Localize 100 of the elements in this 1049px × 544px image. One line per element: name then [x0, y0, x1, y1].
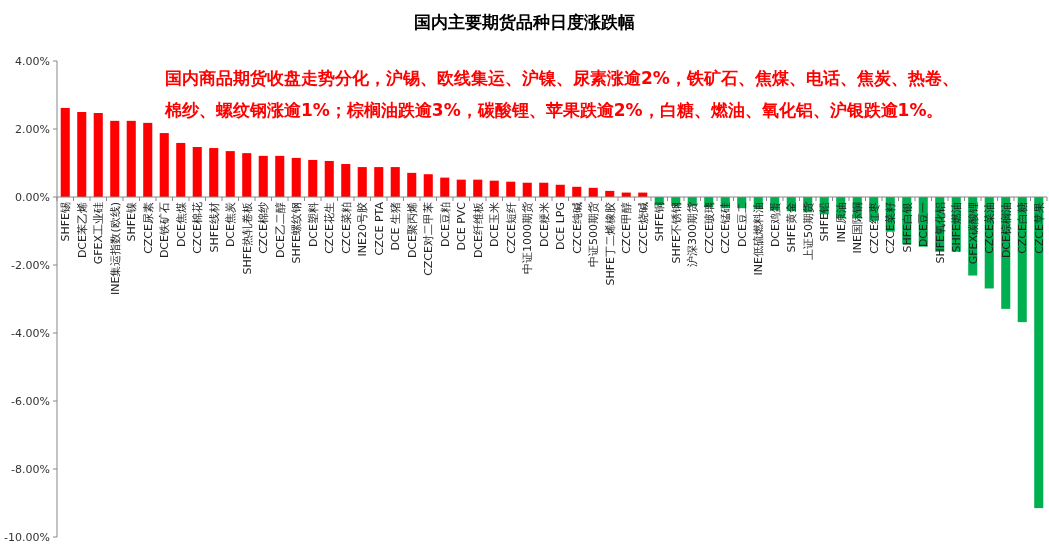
x-tick-label: SHFE黄金 [785, 202, 799, 253]
y-tick-label: -4.00% [11, 327, 50, 340]
x-tick-label: DCE PVC [455, 201, 469, 251]
y-tick-label: 4.00% [15, 55, 50, 68]
x-tick-label: CZCE短纤 [504, 202, 518, 254]
x-tick-label: SHFE丁二烯橡胶 [603, 202, 617, 286]
x-tick-label: SHFE燃油 [950, 202, 964, 253]
chart-title: 国内主要期货品种日度涨跌幅 [414, 12, 635, 32]
bar [143, 122, 153, 197]
bar [192, 147, 202, 197]
x-tick-label: DCE鸡蛋 [768, 202, 782, 248]
x-tick-label: CZCE锰硅 [719, 202, 733, 254]
x-tick-label: SHFE白银 [900, 202, 914, 253]
x-tick-label: CZCE甲醇 [620, 202, 634, 254]
bar [539, 182, 549, 197]
bar [473, 179, 483, 197]
x-tick-label: CZCE花生 [323, 202, 337, 254]
bar [258, 155, 268, 197]
x-tick-label: SHFE热轧卷板 [240, 202, 254, 275]
x-tick-label: GFEX碳酸锂 [966, 202, 980, 265]
bar [407, 172, 417, 197]
x-tick-label: DCE苯乙烯 [75, 202, 89, 259]
x-tick-label: SHFE线材 [207, 202, 221, 253]
x-tick-label: DCE铁矿石 [158, 202, 172, 259]
bar [225, 151, 235, 197]
x-tick-label: CZCE纯碱 [570, 202, 584, 254]
x-tick-label: CZCE棉纱 [257, 202, 271, 254]
bar [176, 142, 186, 197]
x-tick-label: DCE玉米 [488, 202, 502, 248]
x-tick-label: SHFE螺纹钢 [290, 202, 304, 264]
x-tick-label: INE集运指数(欧线) [108, 202, 122, 296]
x-tick-label: 中证500期货 [587, 202, 601, 267]
bar [522, 182, 532, 197]
x-tick-label: CZCE玻璃 [702, 202, 716, 254]
x-tick-label: DCE豆粕 [438, 202, 452, 248]
x-tick-label: SHFE锡 [59, 202, 73, 242]
x-tick-label: DCE棕榈油 [999, 202, 1013, 259]
y-tick-label: 0.00% [15, 191, 50, 204]
y-tick-label: 2.00% [15, 123, 50, 136]
x-tick-label: CZCE烧碱 [636, 202, 650, 254]
x-tick-label: CZCE PTA [372, 201, 386, 256]
x-tick-label: DCE焦炭 [224, 202, 238, 248]
x-tick-label: SHFE镍 [125, 202, 139, 242]
x-tick-label: DCE塑料 [306, 202, 320, 248]
y-tick-label: -8.00% [11, 463, 50, 476]
bar [93, 113, 103, 197]
x-tick-label: SHFE氧化铝 [933, 202, 947, 264]
bar [209, 148, 219, 197]
x-tick-label: INE低硫燃料油 [752, 202, 766, 276]
x-tick-label: INE国际铜 [851, 202, 865, 254]
x-tick-label: SHFE不锈钢 [669, 202, 683, 264]
x-tick-label: INE20号胶 [356, 202, 370, 257]
x-tick-label: DCE聚丙烯 [405, 202, 419, 259]
bar [159, 133, 169, 197]
bar [60, 107, 70, 197]
annotation: 国内商品期货收盘走势分化，沪锡、欧线集运、沪镍、尿素涨逾2%，铁矿石、焦煤、电话、焦炭、热卷、 [165, 68, 959, 88]
x-tick-label: CZCE菜油 [983, 202, 997, 254]
x-tick-label: 中证1000期货 [521, 202, 535, 274]
bar [440, 177, 450, 197]
x-tick-label: DCE 生猪 [389, 202, 403, 251]
bar [489, 180, 499, 197]
x-tick-label: DCE豆一 [917, 202, 931, 248]
bar [506, 181, 516, 197]
x-tick-label: CZCE红枣 [867, 202, 881, 254]
y-tick-label: -2.00% [11, 259, 50, 272]
bar [390, 167, 400, 197]
bar [275, 155, 285, 197]
bar [308, 159, 318, 197]
x-tick-label: DCE焦煤 [174, 202, 188, 248]
x-tick-label: CZCE白糖 [1016, 202, 1030, 254]
x-tick-label: DCE豆二 [735, 202, 749, 248]
x-tick-label: CZCE菜粕 [339, 202, 353, 254]
y-tick-label: -10.00% [4, 531, 50, 544]
bar [126, 120, 136, 197]
bar [77, 112, 87, 197]
x-tick-label: CZCE尿素 [141, 202, 155, 254]
bar [291, 157, 301, 197]
x-tick-label: GFEX工业硅 [92, 202, 106, 265]
x-tick-label: SHFE铅 [818, 202, 832, 242]
x-tick-label: CZCE菜籽 [884, 202, 898, 254]
bar [423, 174, 433, 197]
x-tick-label: CZCE苹果 [1032, 202, 1046, 254]
bar [341, 164, 351, 197]
x-tick-label: 沪深300期货 [686, 202, 700, 267]
x-tick-label: DCE粳米 [537, 202, 551, 248]
x-tick-label: INE原油 [834, 202, 848, 243]
bar [1034, 197, 1044, 509]
bar [357, 167, 367, 197]
x-tick-label: DCE LPG [554, 202, 568, 250]
x-tick-label: CZCE对二甲苯 [422, 202, 436, 276]
bar [324, 160, 334, 197]
bar [374, 167, 384, 197]
x-tick-label: DCE纤维板 [471, 202, 485, 259]
bar [456, 179, 466, 197]
bar [242, 153, 252, 197]
x-tick-label: DCE乙二醇 [273, 202, 287, 259]
x-tick-label: CZCE棉花 [191, 202, 205, 254]
x-tick-label: 上证50期货 [801, 202, 815, 260]
y-tick-label: -6.00% [11, 395, 50, 408]
annotation: 棉纱、螺纹钢涨逾1%；棕榈油跌逾3%，碳酸锂、苹果跌逾2%，白糖、燃油、氧化铝、沪银跌逾1%。 [164, 100, 944, 120]
